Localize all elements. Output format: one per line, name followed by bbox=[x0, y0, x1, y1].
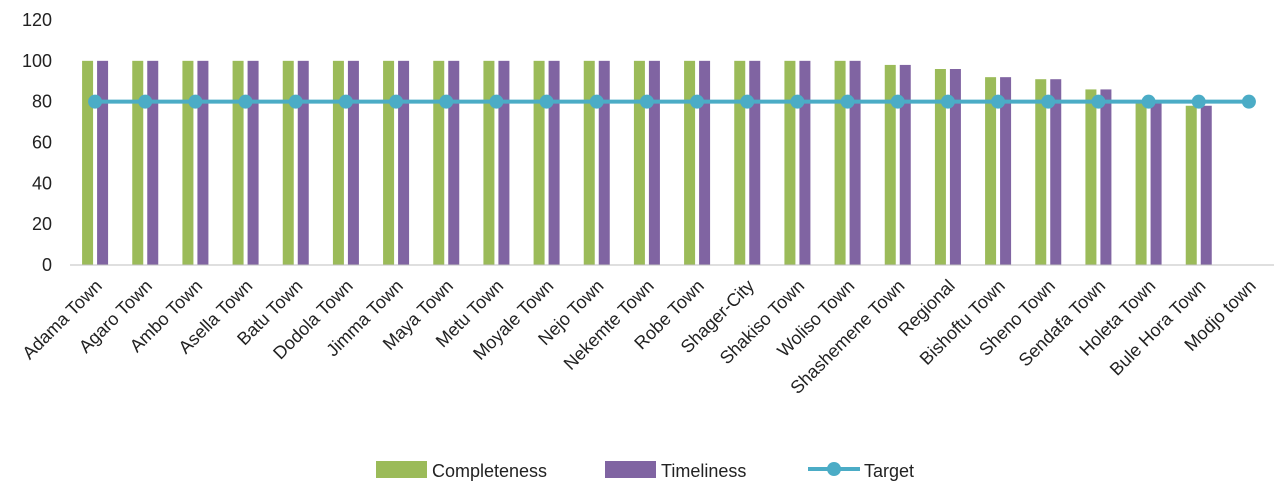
point-target-woliso-town bbox=[840, 94, 855, 109]
point-target-moyale-town bbox=[539, 94, 554, 109]
point-target-ambo-town bbox=[188, 94, 203, 109]
bar-timeliness-holeta-town bbox=[1150, 101, 1162, 266]
bar-timeliness-moyale-town bbox=[548, 60, 560, 266]
y-tick-label: 80 bbox=[32, 92, 52, 112]
point-target-agaro-town bbox=[138, 94, 153, 109]
y-tick-label: 40 bbox=[32, 173, 52, 193]
point-target-maya-town bbox=[439, 94, 454, 109]
bar-timeliness-shager-city bbox=[749, 60, 761, 266]
y-tick-label: 120 bbox=[22, 10, 52, 30]
bar-completeness-shakiso-town bbox=[784, 60, 796, 266]
bar-completeness-woliso-town bbox=[834, 60, 846, 266]
bar-completeness-bule-hora-town bbox=[1185, 105, 1197, 265]
point-target-adama-town bbox=[88, 94, 103, 109]
point-target-jimma-town bbox=[389, 94, 404, 109]
legend: Completeness Timeliness Target bbox=[376, 461, 914, 481]
bar-completeness-shashemene-town bbox=[884, 64, 896, 266]
point-target-holeta-town bbox=[1141, 94, 1156, 109]
bar-timeliness-agaro-town bbox=[147, 60, 159, 266]
point-target-batu-town bbox=[288, 94, 303, 109]
bar-completeness-shager-city bbox=[734, 60, 746, 266]
point-target-regional bbox=[940, 94, 955, 109]
bar-completeness-agaro-town bbox=[132, 60, 144, 266]
bar-timeliness-woliso-town bbox=[849, 60, 861, 266]
point-target-bule-hora-town bbox=[1191, 94, 1206, 109]
point-target-nejo-town bbox=[589, 94, 604, 109]
bar-completeness-batu-town bbox=[282, 60, 294, 266]
bar-timeliness-asella-town bbox=[247, 60, 259, 266]
bar-completeness-asella-town bbox=[232, 60, 244, 266]
bar-timeliness-robe-town bbox=[699, 60, 711, 266]
bar-timeliness-shashemene-town bbox=[899, 64, 911, 266]
bar-timeliness-sheno-town bbox=[1050, 79, 1062, 265]
point-target-asella-town bbox=[238, 94, 253, 109]
bar-completeness-robe-town bbox=[684, 60, 696, 266]
bar-completeness-jimma-town bbox=[383, 60, 395, 266]
bar-completeness-metu-town bbox=[483, 60, 495, 266]
bar-completeness-maya-town bbox=[433, 60, 445, 266]
bar-completeness-adama-town bbox=[82, 60, 94, 266]
x-tick-label-nekemte-town: Nekemte Town bbox=[560, 276, 658, 374]
bar-completeness-sheno-town bbox=[1035, 79, 1047, 265]
bar-completeness-nejo-town bbox=[583, 60, 595, 266]
bar-timeliness-maya-town bbox=[448, 60, 460, 266]
point-target-sendafa-town bbox=[1091, 94, 1106, 109]
bar-timeliness-shakiso-town bbox=[799, 60, 811, 266]
legend-swatch-timeliness bbox=[605, 461, 656, 478]
legend-label-timeliness: Timeliness bbox=[661, 461, 746, 481]
point-target-bishoftu-town bbox=[991, 94, 1006, 109]
bars-group bbox=[82, 60, 1212, 266]
bar-timeliness-adama-town bbox=[97, 60, 109, 266]
bar-timeliness-nejo-town bbox=[598, 60, 610, 266]
point-target-modjo-town bbox=[1241, 94, 1256, 109]
bar-completeness-regional bbox=[934, 69, 946, 265]
y-tick-label: 0 bbox=[42, 255, 52, 275]
bar-completeness-sendafa-town bbox=[1085, 89, 1097, 266]
bar-completeness-nekemte-town bbox=[633, 60, 645, 266]
bar-completeness-ambo-town bbox=[182, 60, 194, 266]
bar-completeness-dodola-town bbox=[332, 60, 344, 266]
y-axis: 0 20 40 60 80 100 120 bbox=[22, 10, 52, 275]
y-tick-label: 60 bbox=[32, 133, 52, 153]
y-tick-label: 20 bbox=[32, 214, 52, 234]
point-target-shashemene-town bbox=[890, 94, 905, 109]
legend-swatch-completeness bbox=[376, 461, 427, 478]
y-tick-label: 100 bbox=[22, 51, 52, 71]
bar-timeliness-regional bbox=[949, 69, 961, 265]
bar-timeliness-ambo-town bbox=[197, 60, 209, 266]
point-target-dodola-town bbox=[338, 94, 353, 109]
legend-label-completeness: Completeness bbox=[432, 461, 547, 481]
point-target-sheno-town bbox=[1041, 94, 1056, 109]
bar-timeliness-bishoftu-town bbox=[1000, 77, 1012, 266]
target-line-group bbox=[88, 94, 1256, 109]
bar-timeliness-batu-town bbox=[297, 60, 309, 266]
bar-timeliness-nekemte-town bbox=[648, 60, 660, 266]
bar-timeliness-bule-hora-town bbox=[1200, 105, 1212, 265]
point-target-nekemte-town bbox=[639, 94, 654, 109]
bar-completeness-bishoftu-town bbox=[985, 77, 997, 266]
bar-completeness-holeta-town bbox=[1135, 101, 1147, 266]
x-tick-label-sendafa-town: Sendafa Town bbox=[1015, 276, 1110, 371]
bar-timeliness-sendafa-town bbox=[1100, 89, 1112, 266]
legend-swatch-target-marker bbox=[827, 462, 841, 476]
bar-completeness-moyale-town bbox=[533, 60, 545, 266]
point-target-shakiso-town bbox=[790, 94, 805, 109]
point-target-metu-town bbox=[489, 94, 504, 109]
bar-timeliness-dodola-town bbox=[347, 60, 359, 266]
bar-timeliness-metu-town bbox=[498, 60, 510, 266]
point-target-robe-town bbox=[690, 94, 705, 109]
legend-label-target: Target bbox=[864, 461, 914, 481]
point-target-shager-city bbox=[740, 94, 755, 109]
bar-timeliness-jimma-town bbox=[398, 60, 410, 266]
